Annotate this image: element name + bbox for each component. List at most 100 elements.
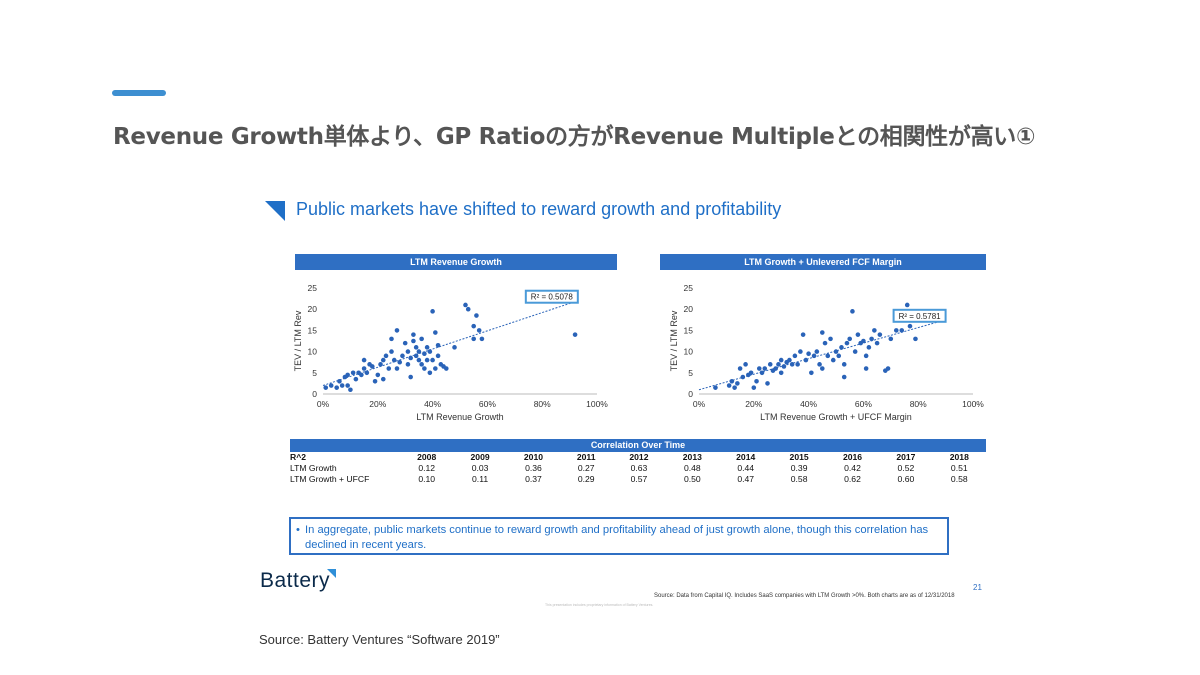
data-source-note: Source: Data from Capital IQ. Includes S… <box>654 593 955 599</box>
data-point <box>452 345 457 350</box>
data-point <box>756 366 762 371</box>
data-point <box>323 385 329 390</box>
data-point <box>435 353 441 359</box>
data-point <box>419 362 424 367</box>
data-point <box>781 364 787 369</box>
data-point <box>735 381 740 386</box>
trendline <box>322 300 578 386</box>
data-point <box>427 370 433 376</box>
data-point <box>863 366 869 371</box>
data-point <box>427 349 433 354</box>
data-point <box>792 353 798 359</box>
data-point <box>471 336 476 342</box>
data-point <box>474 313 479 318</box>
data-point <box>334 385 339 390</box>
data-point <box>841 374 847 380</box>
table-cell: 0.58 <box>950 474 968 484</box>
battery-logo-mark-icon <box>327 569 336 578</box>
table-cell: 2011 <box>576 452 596 462</box>
data-point <box>476 328 482 333</box>
data-point <box>847 336 852 342</box>
y-tick-label: 0 <box>688 389 693 399</box>
data-point <box>754 378 759 384</box>
data-point <box>776 362 781 367</box>
table-cell: 2008 <box>417 452 437 462</box>
data-point <box>798 349 803 354</box>
title-accent-bar <box>112 90 166 96</box>
y-tick-label: 25 <box>308 283 318 293</box>
data-point <box>339 383 345 388</box>
data-point <box>419 336 424 342</box>
data-point <box>402 340 408 346</box>
data-point <box>762 366 768 371</box>
y-tick-label: 20 <box>308 304 318 314</box>
note-text: In aggregate, public markets continue to… <box>305 524 929 551</box>
x-axis-label: LTM Revenue Growth <box>416 412 503 422</box>
data-point <box>424 357 430 363</box>
table-cell: 0.44 <box>737 463 755 473</box>
x-tick-label: 60% <box>855 399 872 409</box>
data-point <box>737 366 743 371</box>
data-point <box>364 370 370 376</box>
data-point <box>855 332 861 337</box>
data-point <box>471 323 476 329</box>
data-point <box>828 336 833 342</box>
data-point <box>839 345 844 350</box>
data-point <box>386 366 392 371</box>
table-cell: 0.58 <box>790 474 808 484</box>
table-cell: 0.36 <box>525 463 542 473</box>
subheading-triangle-icon <box>265 201 285 221</box>
data-point <box>817 362 822 367</box>
x-axis-label: LTM Revenue Growth + UFCF Margin <box>760 412 912 422</box>
data-point <box>866 345 872 350</box>
data-point <box>787 357 792 363</box>
slide-subheading: Public markets have shifted to reward gr… <box>296 199 782 219</box>
table-cell: 0.11 <box>472 474 489 484</box>
row-label: LTM Growth <box>290 463 337 473</box>
data-point <box>361 366 367 371</box>
table-cell: 0.57 <box>630 474 648 484</box>
data-point <box>405 362 411 367</box>
data-point <box>836 353 842 359</box>
data-point <box>433 330 438 335</box>
data-point <box>413 353 419 359</box>
chart1-banner: LTM Revenue Growth <box>295 254 617 270</box>
data-point <box>397 359 403 365</box>
data-point <box>743 362 748 367</box>
table-header-row: R^2 2008 2009 2010 2011 2012 2013 2014 2015 2016 2… <box>290 452 986 463</box>
table-cell: 0.37 <box>525 474 542 484</box>
row-label: LTM Growth + UFCF <box>290 474 370 484</box>
data-point <box>806 351 811 357</box>
data-point <box>844 340 850 346</box>
data-point <box>778 357 784 363</box>
table-cell: 0.62 <box>844 474 861 484</box>
data-point <box>751 385 757 390</box>
data-point <box>359 372 364 378</box>
correlation-table: Correlation Over Time R^2 2008 2009 2010 201… <box>290 439 986 485</box>
y-tick-label: 25 <box>684 283 694 293</box>
table-cell: 2017 <box>896 452 916 462</box>
y-tick-label: 15 <box>308 325 318 335</box>
data-point <box>408 374 413 380</box>
r2-label-box <box>524 289 579 304</box>
table-cell: 0.12 <box>418 463 436 473</box>
data-point <box>391 357 397 363</box>
table-cell: 0.50 <box>683 474 701 484</box>
data-point <box>861 338 866 344</box>
y-tick-label: 10 <box>684 347 694 357</box>
data-point <box>361 357 367 363</box>
x-tick-label: 100% <box>962 399 984 409</box>
data-point <box>820 366 825 371</box>
data-point <box>877 332 883 337</box>
data-point <box>348 387 353 393</box>
data-point <box>430 357 435 363</box>
data-point <box>383 353 389 359</box>
row-label: R^2 <box>290 452 307 462</box>
data-point <box>841 362 847 367</box>
data-point <box>888 336 894 342</box>
table-cell: 0.48 <box>683 463 701 473</box>
data-point <box>444 366 449 371</box>
data-point <box>411 338 416 344</box>
data-point <box>416 357 422 363</box>
y-tick-label: 15 <box>684 325 694 335</box>
